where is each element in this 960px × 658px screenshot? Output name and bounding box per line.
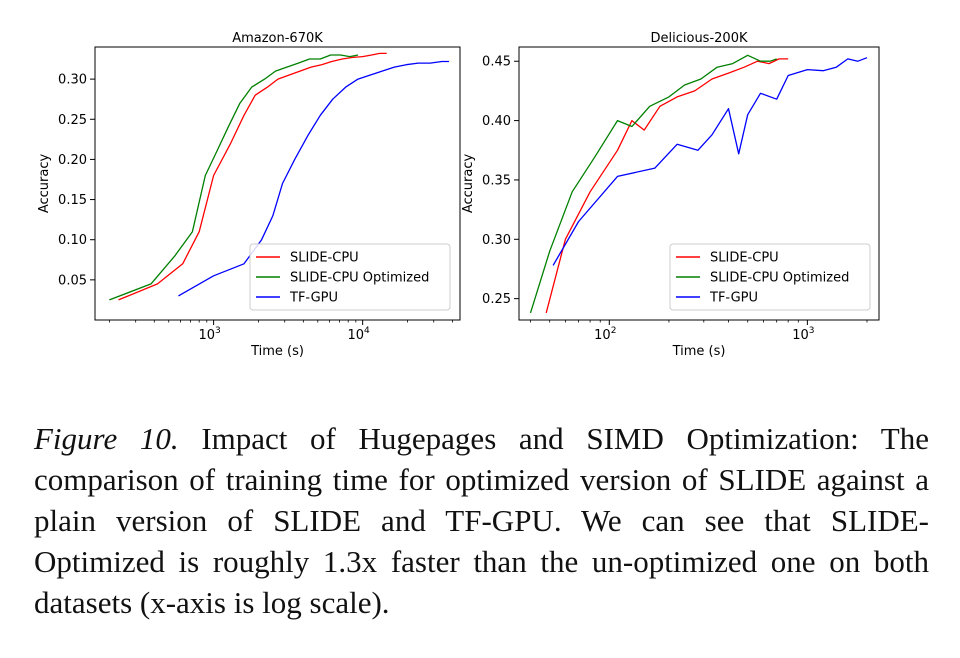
c1-x-tick-label: 103 bbox=[792, 326, 814, 343]
figure-caption: Figure 10. Impact of Hugepages and SIMD … bbox=[34, 418, 929, 623]
c1-legend-label: TF-GPU bbox=[709, 291, 758, 306]
c0-series-tf-gpu bbox=[178, 60, 450, 297]
c1-series-slide-cpu-optimized bbox=[529, 54, 777, 314]
chart-amazon-670k: Amazon-670K 103 104 0.05 0.10 0.15 0.20 0.25 0.3… bbox=[37, 31, 461, 359]
c0-legend-label: SLIDE-CPU Optimized bbox=[290, 271, 429, 286]
c1-legend-label: SLIDE-CPU Optimized bbox=[710, 271, 849, 286]
c1-legend: SLIDE-CPU SLIDE-CPU Optimized TF-GPU bbox=[669, 243, 871, 311]
c0-y-axis-label: Accuracy bbox=[37, 154, 52, 214]
c1-chart-title: Delicious-200K bbox=[651, 31, 748, 46]
c1-plot-frame bbox=[518, 46, 880, 321]
c1-y-tick-label: 0.45 bbox=[482, 55, 511, 70]
c0-legend-label: SLIDE-CPU bbox=[290, 251, 359, 266]
c1-x-tick-label: 102 bbox=[594, 326, 616, 343]
caption-text: Impact of Hugepages and SIMD Optimizatio… bbox=[34, 421, 929, 620]
c0-y-tick-label: 0.30 bbox=[58, 73, 87, 88]
c0-legend-label: TF-GPU bbox=[289, 291, 338, 306]
c0-series-slide-cpu-optimized bbox=[109, 54, 359, 301]
c0-plot-frame bbox=[94, 46, 461, 321]
c0-chart-title: Amazon-670K bbox=[232, 31, 323, 46]
c0-y-tick-label: 0.20 bbox=[58, 153, 87, 168]
c0-x-axis-label: Time (s) bbox=[250, 344, 304, 359]
c1-legend-box bbox=[669, 243, 871, 311]
c1-series-slide-cpu bbox=[545, 58, 789, 314]
c0-legend: SLIDE-CPU SLIDE-CPU Optimized TF-GPU bbox=[249, 243, 451, 311]
caption-figure-label: Figure 10. bbox=[34, 421, 179, 456]
c1-series-tf-gpu bbox=[552, 57, 868, 266]
c0-y-tick-label: 0.25 bbox=[58, 113, 87, 128]
c0-series-slide-cpu bbox=[118, 52, 387, 301]
c0-y-tick-label: 0.05 bbox=[58, 273, 87, 288]
c0-legend-box bbox=[249, 243, 451, 311]
c1-y-tick-label: 0.40 bbox=[482, 114, 511, 129]
c1-y-tick-label: 0.35 bbox=[482, 173, 511, 188]
figure: Amazon-670K 103 104 0.05 0.10 0.15 0.20 0.25 0.3… bbox=[37, 31, 880, 359]
c1-y-tick-label: 0.30 bbox=[482, 233, 511, 248]
c0-x-tick-label: 103 bbox=[198, 326, 220, 343]
c0-y-tick-label: 0.15 bbox=[58, 193, 87, 208]
c0-x-tick-label: 104 bbox=[348, 326, 371, 343]
c1-y-axis-label: Accuracy bbox=[461, 154, 476, 214]
c1-y-tick-label: 0.25 bbox=[482, 292, 511, 307]
c1-x-axis-label: Time (s) bbox=[672, 344, 726, 359]
c0-y-tick-label: 0.10 bbox=[58, 233, 87, 248]
c1-legend-label: SLIDE-CPU bbox=[710, 251, 779, 266]
chart-delicious-200k: Delicious-200K 102 103 0.25 0.30 0.35 0.40 0.45… bbox=[461, 31, 880, 359]
